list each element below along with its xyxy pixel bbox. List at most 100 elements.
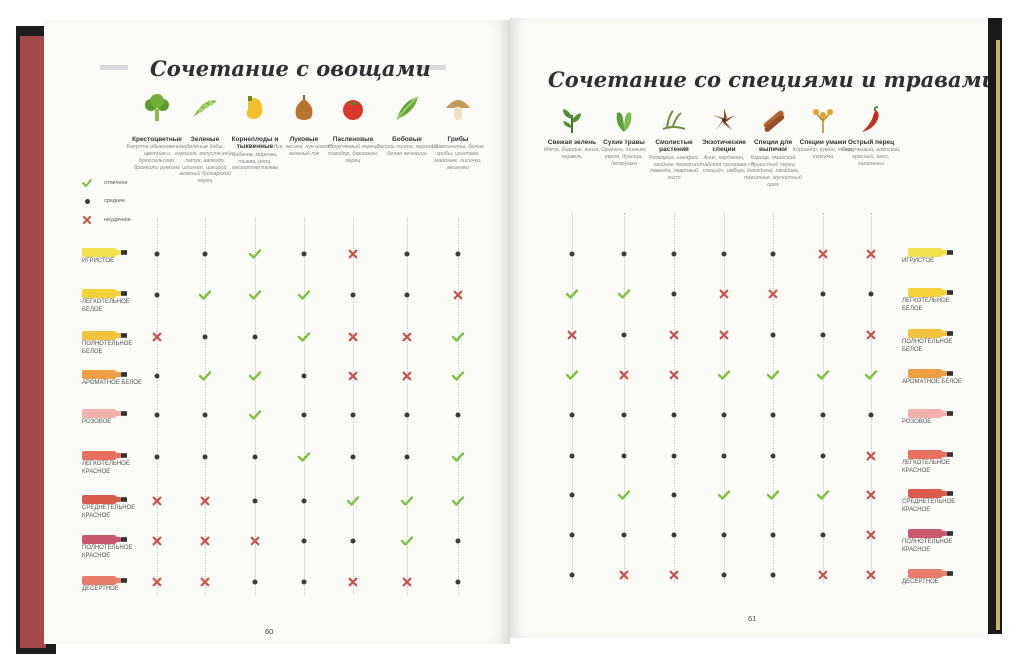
rating-mark-check [452, 452, 464, 462]
check-icon [199, 290, 211, 300]
rating-mark-dot [202, 412, 208, 418]
cross-icon [200, 577, 210, 587]
rating-mark-cross [719, 289, 729, 299]
rating-mark-dot [569, 492, 575, 498]
rating-mark-cross [348, 249, 358, 259]
dot-icon [301, 538, 307, 544]
rating-mark-dot [770, 572, 776, 578]
check-icon [80, 179, 94, 187]
wine-label: ДЕСЕРТНОЕ [82, 586, 119, 592]
column-name: Свежая зелень [547, 139, 597, 146]
column-description: Кориандр, кумин, тмин, куркума [792, 147, 854, 161]
dot-icon [820, 532, 826, 538]
rating-mark-dot [202, 334, 208, 340]
rating-mark-cross [669, 330, 679, 340]
wine-label: ПОЛНОТЕЛЬНОЕ БЕЛОЕ [82, 341, 133, 355]
dot-icon [820, 332, 826, 338]
chili-pepper-icon [856, 105, 886, 135]
cross-icon [818, 249, 828, 259]
dot-icon [770, 572, 776, 578]
column-guide-line [773, 213, 774, 583]
page-title: Сочетание с овощами [150, 56, 431, 81]
column-name: Экзотические специи [702, 139, 746, 154]
umami-spice-icon [808, 105, 838, 135]
rating-mark-dot [569, 251, 575, 257]
left-page: Сочетание с овощами Крестоцветные Капуста… [44, 20, 510, 644]
rating-mark-dot [455, 538, 461, 544]
column-header: Пасленовые Стручковый перец, помидор, бак… [322, 136, 384, 165]
rating-mark-dot [404, 292, 410, 298]
check-icon [618, 490, 630, 500]
cross-icon [402, 371, 412, 381]
legend-poor: неудачное [80, 213, 131, 227]
wine-label: ПОЛНОТЕЛЬНОЕ БЕЛОЕ [902, 339, 953, 353]
dot-icon [621, 453, 627, 459]
wine-label: ЛЕГКОТЕЛЬНОЕ КРАСНОЕ [82, 461, 130, 475]
wine-label: ДЕСЕРТНОЕ [902, 579, 939, 585]
cross-icon [866, 530, 876, 540]
column-name: Корнеплоды и тыквенные [231, 136, 279, 151]
cross-icon [200, 496, 210, 506]
rating-mark-dot [569, 572, 575, 578]
cross-icon [402, 577, 412, 587]
check-icon [767, 490, 779, 500]
dot-icon [252, 498, 258, 504]
check-icon [347, 496, 359, 506]
rating-mark-check [298, 290, 310, 300]
dot-icon [301, 412, 307, 418]
wine-bottle-icon [82, 492, 128, 510]
rating-mark-dot [455, 579, 461, 585]
check-icon [249, 371, 261, 381]
rating-mark-check [401, 536, 413, 546]
rating-mark-cross [719, 330, 729, 340]
cross-icon [348, 371, 358, 381]
check-icon [566, 289, 578, 299]
cross-icon [719, 289, 729, 299]
dot-icon [671, 412, 677, 418]
onion-icon [289, 93, 319, 123]
column-guide-line [407, 218, 408, 595]
cross-icon [866, 451, 876, 461]
dot-icon [721, 453, 727, 459]
column-description: Розмарин, шалфей, хвойное дерево, лаванд… [648, 154, 700, 182]
rating-mark-check [618, 490, 630, 500]
column-header: Сухие травы Орегано, тимьян, укроп, душиц… [593, 139, 655, 168]
rating-mark-check [452, 496, 464, 506]
squash-icon [240, 93, 270, 123]
dry-herbs-icon [609, 105, 639, 135]
column-description: Корица, ямайский душистый перец (гвоздик… [744, 154, 802, 188]
column-guide-line [871, 213, 872, 583]
column-description: Орегано, тимьян, укроп, душица, петрушка [600, 147, 648, 167]
cinnamon-icon [758, 105, 788, 135]
dot-icon [154, 292, 160, 298]
rating-mark-cross [866, 490, 876, 500]
rating-mark-dot [721, 453, 727, 459]
dot-icon [252, 454, 258, 460]
check-icon [452, 496, 464, 506]
dot-icon [820, 453, 826, 459]
rating-mark-dot [770, 251, 776, 257]
wine-label: ПОЛНОТЕЛЬНОЕ КРАСНОЕ [902, 539, 953, 553]
check-icon [452, 452, 464, 462]
dot-icon [569, 453, 575, 459]
rating-mark-dot [621, 332, 627, 338]
rating-mark-cross [200, 496, 210, 506]
cross-icon [152, 496, 162, 506]
rating-mark-dot [721, 251, 727, 257]
wine-label: СРЕДНЕТЕЛЬНОЕ КРАСНОЕ [902, 499, 956, 513]
rating-mark-check [452, 371, 464, 381]
rating-mark-dot [671, 291, 677, 297]
rating-mark-dot [621, 453, 627, 459]
rating-mark-check [817, 370, 829, 380]
rating-mark-dot [721, 412, 727, 418]
column-name: Пасленовые [332, 136, 374, 143]
column-guide-line [205, 218, 206, 595]
rating-mark-check [767, 490, 779, 500]
rating-mark-check [618, 289, 630, 299]
green-beans-icon [190, 93, 220, 123]
check-icon [566, 370, 578, 380]
legend-excellent: отличное [80, 176, 128, 190]
rating-mark-check [249, 249, 261, 259]
cross-icon [348, 332, 358, 342]
dot-icon [621, 412, 627, 418]
